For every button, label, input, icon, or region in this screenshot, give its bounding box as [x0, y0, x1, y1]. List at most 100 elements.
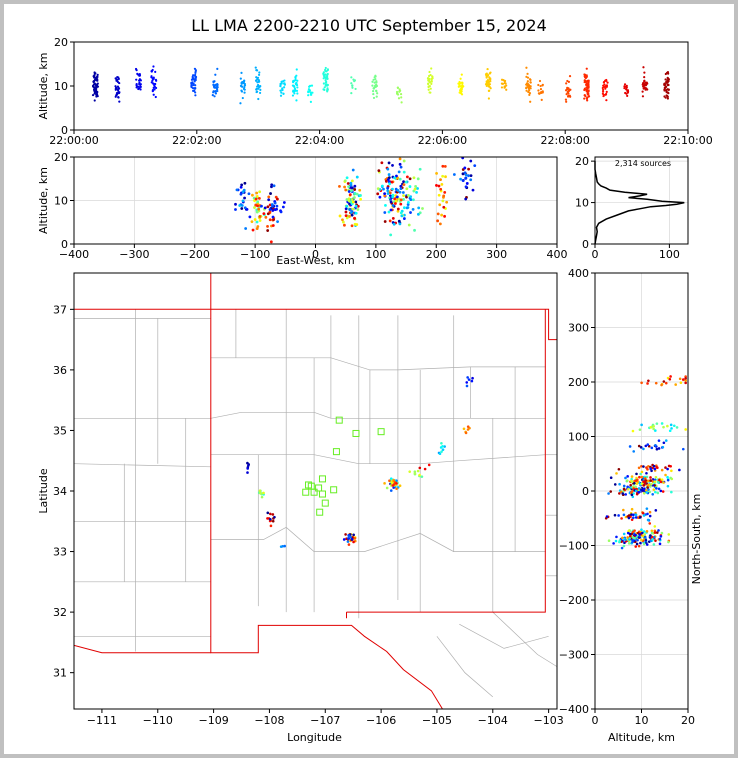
source-point [354, 200, 358, 204]
source-point [586, 84, 590, 87]
x-tick-label: −109 [198, 714, 228, 727]
source-point [416, 187, 419, 190]
source-point [661, 490, 665, 493]
source-point [634, 545, 638, 548]
source-point [567, 80, 571, 83]
source-point [353, 537, 357, 540]
source-point [633, 536, 636, 540]
source-point [93, 86, 96, 89]
source-point [439, 187, 443, 191]
source-point [637, 444, 641, 448]
source-point [630, 532, 634, 536]
source-point [257, 207, 261, 211]
source-point [618, 539, 622, 542]
source-point [664, 85, 667, 89]
source-point [630, 507, 634, 511]
station-marker [316, 508, 324, 516]
source-point [254, 197, 258, 201]
source-point [635, 542, 639, 546]
source-point [152, 65, 155, 68]
plan-view-panel: −111 −110 −109 −108 −107 −106 −105 −104 −103 31 32… [37, 272, 564, 744]
source-point [526, 72, 529, 75]
source-point [525, 66, 528, 69]
source-point [641, 95, 645, 98]
source-point [391, 484, 395, 487]
source-point [615, 535, 618, 539]
source-point [400, 101, 403, 104]
source-point [609, 490, 613, 493]
source-point [349, 211, 353, 215]
source-point [655, 447, 659, 451]
source-point [624, 538, 627, 542]
source-point [658, 537, 662, 541]
source-point [150, 81, 153, 84]
source-point [586, 86, 590, 89]
source-point [324, 79, 327, 82]
source-point [356, 208, 360, 211]
source-point [256, 85, 259, 88]
source-point [398, 162, 402, 166]
source-point [655, 465, 659, 469]
station-marker [302, 488, 310, 496]
y-tick-label: 20 [54, 36, 68, 49]
source-point [652, 427, 655, 431]
source-point [464, 197, 468, 201]
source-point [618, 492, 621, 495]
source-point [528, 93, 531, 97]
source-point [637, 544, 641, 548]
source-point [423, 467, 427, 471]
source-point [414, 185, 418, 188]
y-axis-label: Altitude, km [37, 52, 50, 119]
source-point [487, 89, 490, 92]
source-point [659, 480, 663, 484]
source-point [384, 204, 387, 207]
source-point [408, 177, 412, 181]
y-tick-label: 32 [53, 606, 67, 619]
source-point [641, 90, 644, 93]
source-point [630, 475, 634, 478]
source-point [193, 80, 196, 83]
county-boundary [210, 411, 546, 419]
source-point [212, 83, 215, 86]
source-point [292, 81, 295, 84]
source-point [637, 536, 641, 539]
source-point [388, 219, 392, 223]
source-point [374, 78, 377, 81]
source-point [674, 383, 678, 386]
source-point [393, 197, 397, 201]
source-point [626, 536, 629, 539]
source-point [295, 89, 299, 92]
source-point [658, 542, 662, 546]
source-point [660, 531, 664, 535]
source-point [268, 210, 272, 214]
state-boundary [210, 273, 443, 709]
source-point [668, 377, 672, 381]
source-point [307, 94, 310, 97]
source-point [296, 86, 299, 89]
x-tick-label: 22:08:00 [540, 134, 589, 147]
source-point [684, 379, 687, 382]
source-point [214, 92, 217, 95]
source-point [655, 422, 659, 425]
source-point [417, 206, 421, 210]
source-point [485, 72, 488, 75]
source-point [93, 82, 96, 85]
source-point [673, 424, 676, 428]
source-point [117, 91, 120, 94]
source-point [405, 206, 409, 210]
source-point [637, 490, 641, 494]
source-point [464, 173, 468, 177]
source-point [567, 87, 570, 90]
source-point [350, 179, 354, 183]
source-point [344, 214, 348, 218]
source-point [565, 100, 568, 103]
source-point [389, 233, 393, 237]
source-point [439, 178, 442, 182]
station-marker [318, 475, 326, 483]
source-point [266, 212, 270, 216]
station-marker [315, 484, 323, 492]
source-point [371, 84, 374, 87]
source-point [194, 91, 197, 94]
source-point [91, 93, 95, 97]
y-tick-label: 10 [575, 197, 589, 210]
